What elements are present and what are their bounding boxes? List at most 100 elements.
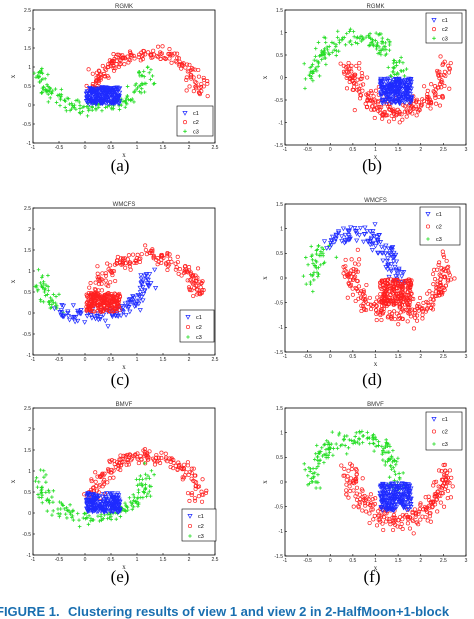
point-c3	[386, 442, 391, 446]
point-c1	[139, 281, 145, 287]
point-c3	[376, 51, 380, 56]
point-c1	[396, 485, 403, 491]
point-c1	[383, 265, 389, 270]
point-c2	[149, 52, 154, 57]
y-tick-label: 1	[280, 430, 283, 436]
legend-marker-c1	[425, 212, 431, 217]
point-c3	[136, 490, 141, 495]
point-c3	[36, 492, 40, 497]
point-c2	[357, 89, 362, 94]
point-c1	[407, 502, 413, 508]
point-c2	[89, 297, 94, 302]
x-tick-label: 1.5	[395, 354, 402, 360]
point-c1	[407, 489, 413, 495]
point-c3	[139, 91, 143, 95]
point-c1	[111, 86, 117, 91]
point-c2	[341, 271, 346, 276]
point-c2	[107, 294, 112, 299]
point-c2	[372, 501, 377, 507]
point-c2	[391, 109, 396, 114]
point-c2	[103, 271, 108, 276]
point-c3	[125, 84, 130, 89]
point-c3	[109, 106, 114, 110]
point-c2	[414, 318, 420, 323]
point-c2	[90, 486, 96, 491]
point-c3	[342, 434, 347, 438]
point-c3	[314, 66, 318, 70]
point-c2	[354, 497, 360, 502]
point-c3	[373, 435, 377, 439]
point-c3	[124, 96, 129, 100]
point-c2	[133, 258, 138, 263]
point-c2	[95, 303, 101, 308]
point-c1	[393, 269, 400, 274]
point-c1	[98, 315, 104, 320]
point-c2	[405, 319, 410, 324]
point-c2	[369, 507, 374, 512]
point-c1	[399, 274, 405, 280]
point-c2	[428, 500, 433, 505]
x-axis-label: x	[374, 360, 378, 368]
point-c2	[435, 267, 440, 272]
point-c2	[97, 484, 102, 489]
point-c3	[355, 440, 360, 444]
point-c2	[442, 83, 447, 89]
point-c3	[324, 447, 328, 452]
point-c1	[388, 82, 394, 88]
point-c3	[351, 29, 356, 34]
point-c3	[84, 511, 88, 516]
point-c3	[65, 516, 69, 520]
point-c2	[380, 300, 385, 305]
point-c3	[327, 442, 332, 447]
point-c2	[370, 99, 376, 104]
point-c2	[130, 252, 136, 257]
point-c1	[142, 288, 148, 293]
point-c2	[416, 522, 421, 527]
point-c1	[385, 263, 391, 269]
point-c2	[445, 265, 450, 270]
point-c2	[179, 465, 184, 470]
point-c3	[347, 438, 352, 442]
point-c1	[106, 497, 112, 503]
x-axis-label: x	[122, 563, 126, 571]
point-c3	[111, 106, 116, 111]
point-c3	[36, 267, 41, 272]
point-c2	[384, 297, 389, 302]
point-c3	[309, 476, 314, 481]
point-c2	[438, 54, 443, 59]
point-c3	[392, 65, 397, 69]
point-c2	[189, 76, 194, 81]
legend-label-c2: c2	[196, 325, 202, 331]
point-c1	[368, 235, 375, 241]
point-c2	[354, 485, 360, 490]
point-c1	[144, 272, 150, 277]
point-c1	[111, 95, 117, 101]
point-c2	[165, 251, 170, 256]
point-c1	[108, 501, 114, 507]
point-c3	[56, 507, 60, 511]
point-c3	[387, 48, 392, 52]
point-c1	[391, 484, 397, 490]
point-c3	[304, 282, 309, 286]
point-c2	[421, 507, 426, 512]
point-c3	[32, 71, 36, 75]
point-c1	[108, 101, 115, 106]
point-c2	[435, 279, 440, 284]
point-c1	[77, 310, 83, 315]
point-c1	[333, 232, 339, 238]
point-c2	[416, 511, 421, 516]
point-c2	[150, 247, 155, 252]
point-c1	[403, 84, 409, 90]
x-tick-label: 2	[188, 557, 191, 563]
point-c2	[355, 77, 360, 82]
point-c3	[114, 517, 119, 521]
legend-marker-c1	[187, 514, 193, 519]
point-c2	[135, 252, 140, 257]
y-tick-label: -1	[279, 120, 284, 126]
point-c3	[118, 514, 123, 519]
point-c3	[311, 261, 315, 266]
point-c3	[69, 101, 74, 106]
point-c1	[96, 494, 103, 499]
point-c2	[358, 295, 364, 300]
point-c2	[379, 308, 384, 314]
